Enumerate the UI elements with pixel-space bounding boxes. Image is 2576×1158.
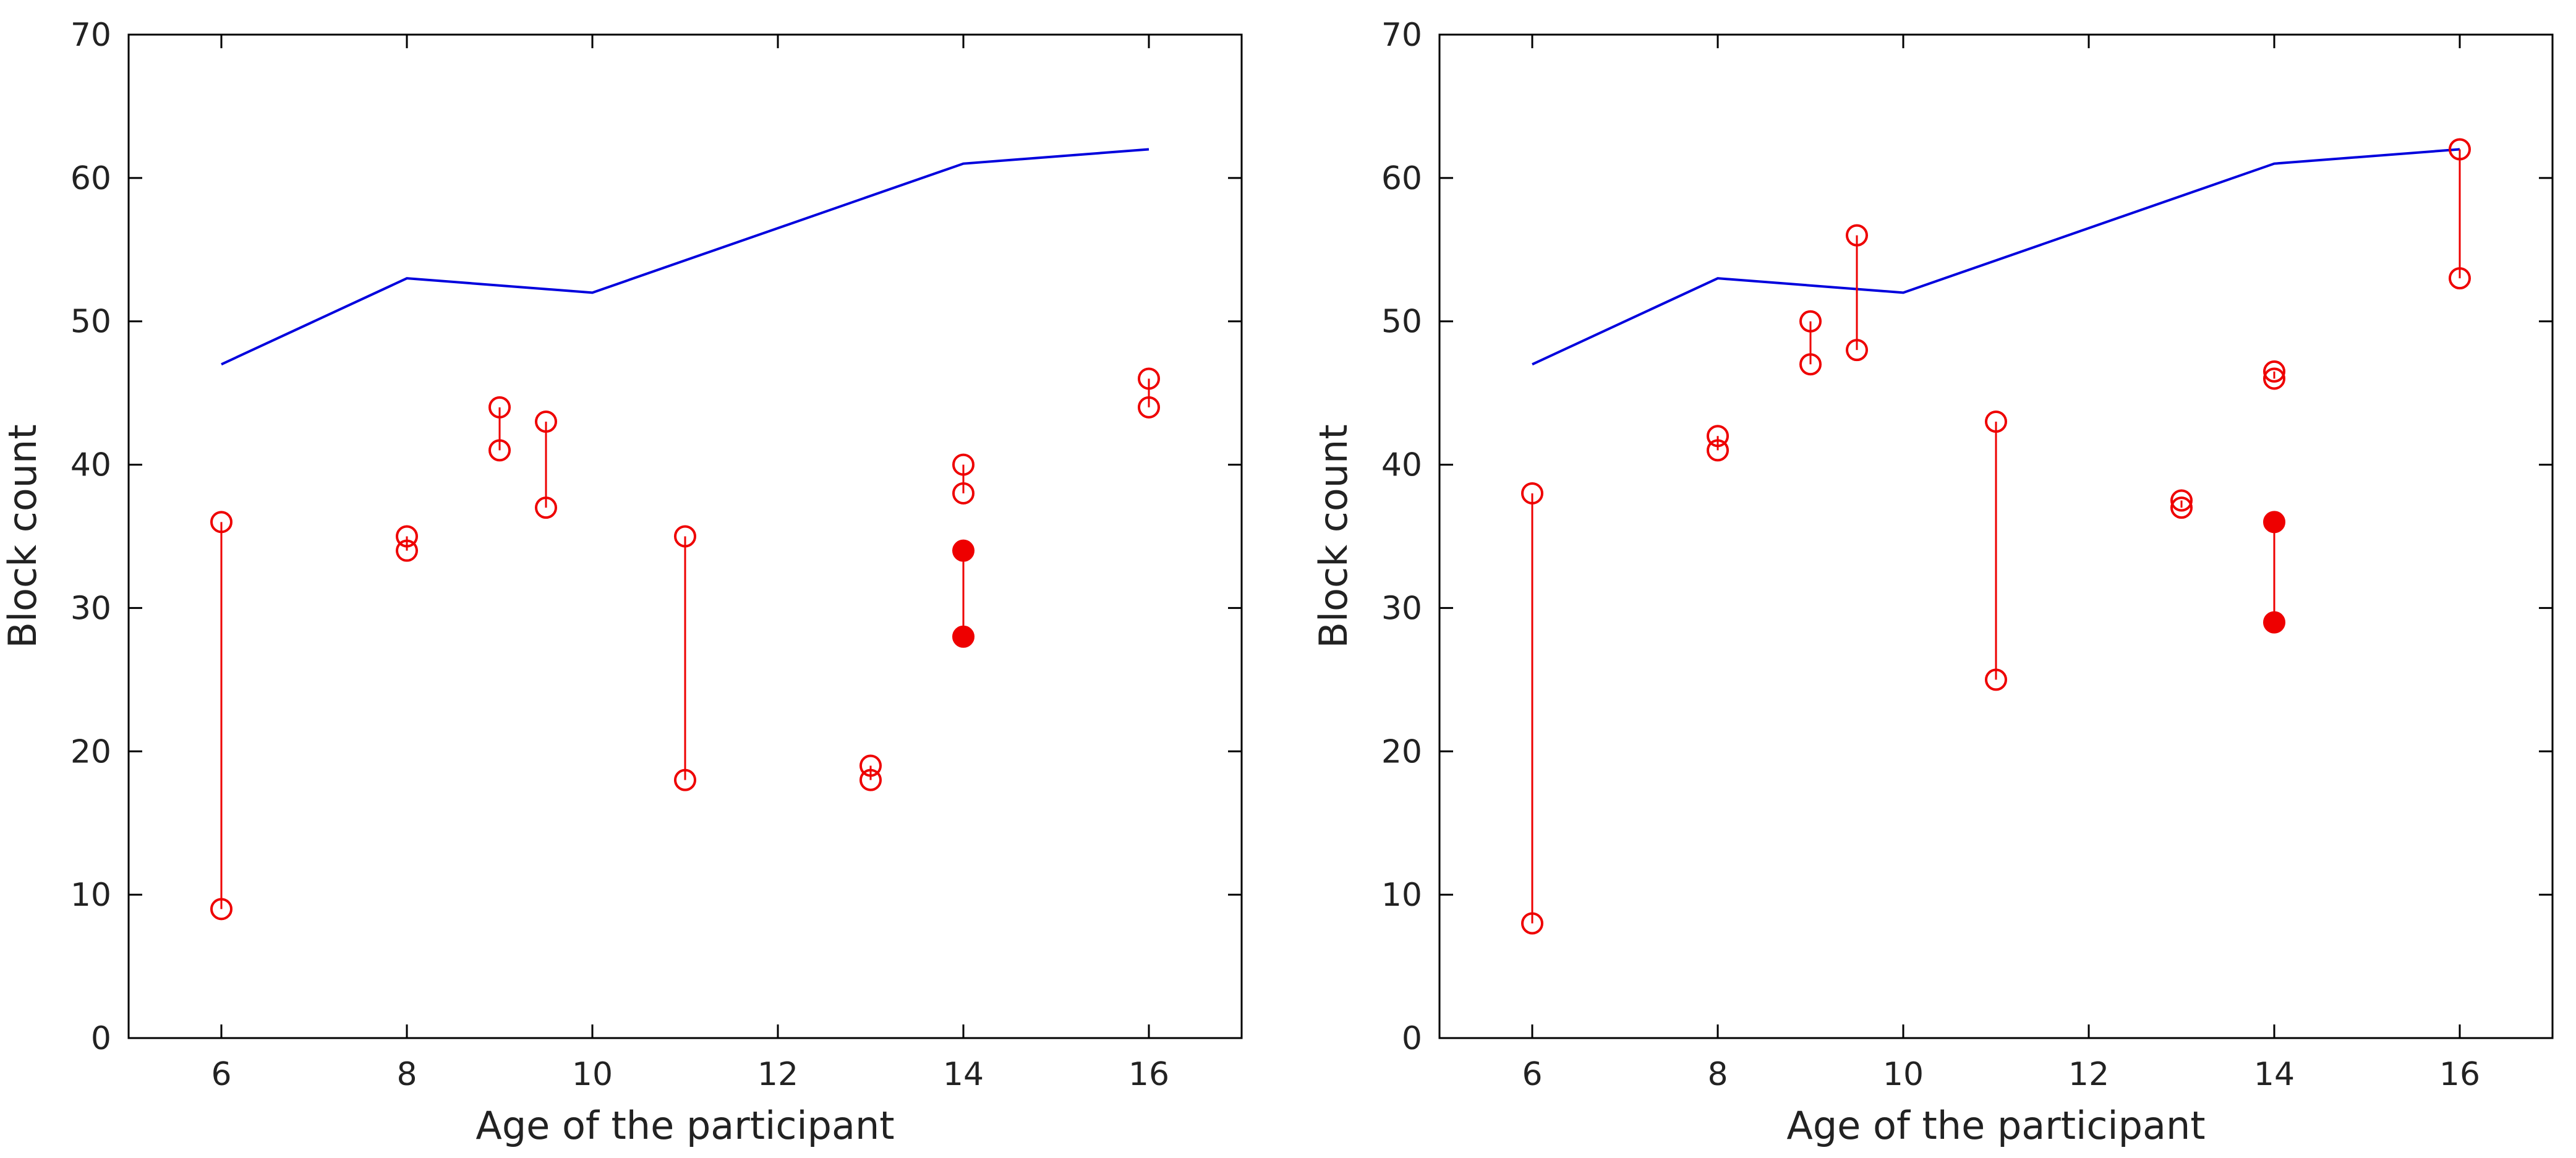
data-point-filled	[952, 539, 975, 562]
y-tick-label: 70	[70, 17, 111, 54]
x-tick-label: 16	[1128, 1056, 1169, 1093]
data-point	[396, 539, 418, 562]
y-tick-label: 60	[1381, 160, 1422, 197]
data-point	[859, 768, 882, 791]
panel-left: 0 10 20 30 40 50 60 70 6 8 10 12 14 16 Age of the part…	[0, 17, 1243, 1148]
y-tick-label: 50	[70, 304, 111, 341]
x-tick-label: 14	[2254, 1056, 2295, 1093]
y-tick-label: 60	[70, 160, 111, 197]
data-point-filled	[952, 625, 975, 648]
data-point	[674, 768, 696, 791]
data-point	[1846, 224, 1868, 247]
x-tick-label: 10	[572, 1056, 613, 1093]
data-point	[2263, 360, 2285, 383]
data-point	[488, 396, 511, 419]
data-point	[1799, 310, 1822, 333]
data-point	[1799, 353, 1822, 376]
data-point	[210, 898, 232, 921]
y-axis-title: Block count	[0, 424, 45, 648]
y-tick-label: 50	[1381, 304, 1422, 341]
plot-frame	[1438, 33, 2554, 1039]
reference-line	[221, 148, 1149, 366]
y-tick-label: 0	[91, 1020, 111, 1057]
data-point	[1707, 425, 1729, 448]
y-tick-label: 30	[70, 590, 111, 627]
data-point	[535, 496, 557, 519]
data-point-filled	[2263, 511, 2285, 534]
data-point	[952, 482, 975, 504]
data-point	[952, 453, 975, 476]
x-axis-title: Age of the participant	[1786, 1103, 2205, 1148]
data-point	[210, 511, 232, 534]
data-point	[1521, 912, 1543, 935]
data-point-filled	[2263, 611, 2285, 634]
data-point	[2170, 496, 2193, 519]
y-tick-label: 40	[70, 447, 111, 484]
data-point	[1138, 396, 1160, 419]
x-tick-label: 6	[1522, 1056, 1542, 1093]
y-tick-label: 40	[1381, 447, 1422, 484]
plot-frame	[127, 33, 1243, 1039]
x-tick-label: 14	[943, 1056, 984, 1093]
x-tick-label: 12	[2068, 1056, 2109, 1093]
x-tick-label: 16	[2439, 1056, 2480, 1093]
data-point	[1846, 339, 1868, 362]
y-tick-label: 0	[1402, 1020, 1422, 1057]
data-point	[535, 411, 557, 433]
data-point	[2449, 267, 2471, 290]
y-axis-title: Block count	[1311, 424, 1356, 648]
x-tick-label: 12	[757, 1056, 798, 1093]
x-tick-label: 8	[396, 1056, 417, 1093]
y-tick-label: 20	[70, 733, 111, 770]
data-point	[674, 525, 696, 548]
data-point	[1707, 439, 1729, 462]
y-tick-label: 20	[1381, 733, 1422, 770]
x-tick-label: 8	[1707, 1056, 1728, 1093]
data-point	[488, 439, 511, 462]
data-point	[396, 525, 418, 548]
data-point	[1138, 367, 1160, 390]
panel-right: 0 10 20 30 40 50 60 70 6 8 10 12 14 16 Age of the part…	[1311, 17, 2554, 1148]
data-point	[2263, 367, 2285, 390]
x-axis-title: Age of the participant	[476, 1103, 894, 1148]
data-point	[1521, 482, 1543, 504]
x-tick-label: 10	[1883, 1056, 1924, 1093]
data-point	[1985, 668, 2007, 691]
reference-line	[1532, 148, 2460, 366]
data-point	[859, 754, 882, 777]
y-tick-label: 10	[1381, 877, 1422, 914]
data-point	[1985, 411, 2007, 433]
y-tick-label: 70	[1381, 17, 1422, 54]
data-point	[2449, 138, 2471, 161]
y-tick-label: 30	[1381, 590, 1422, 627]
y-tick-label: 10	[70, 877, 111, 914]
data-point	[2170, 489, 2193, 512]
x-tick-label: 6	[211, 1056, 231, 1093]
